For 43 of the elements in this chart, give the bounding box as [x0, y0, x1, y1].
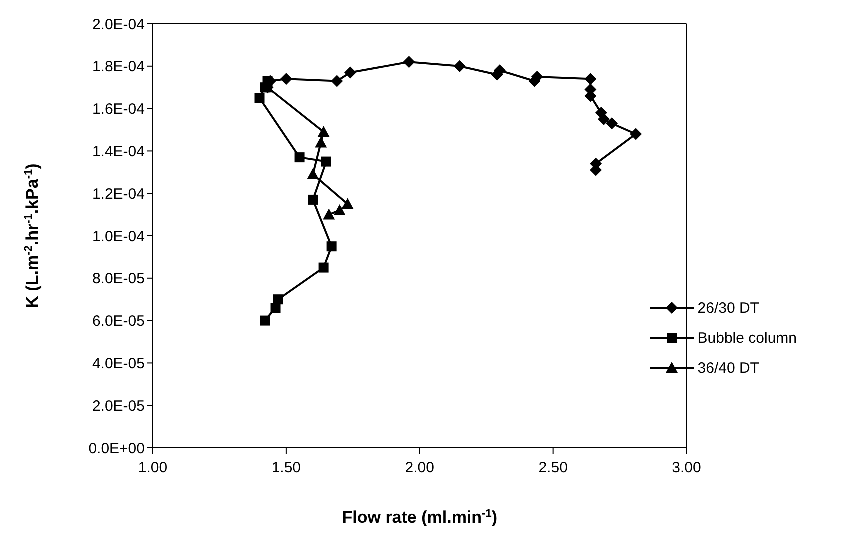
- y-tick-label: 8.0E-05: [92, 270, 145, 288]
- point: [606, 118, 618, 130]
- point: [318, 126, 330, 138]
- y-tick-label: 6.0E-05: [92, 313, 145, 330]
- point: [630, 128, 642, 140]
- legend-label: 26/30 DT: [698, 300, 760, 316]
- point: [273, 294, 284, 305]
- point: [326, 242, 337, 252]
- y-tick-label: 1.2E-04: [92, 186, 145, 203]
- point: [344, 66, 356, 79]
- x-tick-label: 3.00: [672, 460, 702, 477]
- point: [342, 198, 354, 210]
- x-tick-label: 2.00: [405, 460, 434, 477]
- legend-label: Bubble column: [698, 330, 797, 346]
- point: [260, 316, 270, 326]
- point: [308, 194, 318, 205]
- point: [454, 60, 466, 72]
- y-tick-label: 2.0E-05: [92, 398, 145, 415]
- point: [334, 204, 346, 216]
- point: [598, 113, 610, 126]
- point: [280, 73, 292, 86]
- y-tick-label: 1.6E-04: [92, 101, 145, 118]
- point: [403, 56, 416, 68]
- y-tick-label: 2.0E-04: [92, 16, 145, 34]
- x-tick-label: 1.00: [138, 460, 168, 477]
- y-tick-label: 1.0E-04: [92, 228, 145, 246]
- x-tick-label: 1.50: [272, 460, 302, 477]
- point: [294, 152, 305, 163]
- point: [307, 168, 320, 180]
- y-tick-label: 1.8E-04: [92, 58, 145, 76]
- point: [254, 93, 265, 104]
- x-tick-label: 2.50: [538, 460, 568, 477]
- point: [584, 73, 597, 86]
- y-tick-label: 1.4E-04: [92, 144, 145, 161]
- point: [315, 136, 328, 148]
- legend-label: 36/40 DT: [698, 360, 760, 376]
- y-tick-label: 0.0E+00: [88, 440, 145, 458]
- y-tick-label: 4.0E-05: [92, 356, 145, 373]
- point: [323, 208, 336, 220]
- point: [321, 156, 332, 167]
- x-axis-title: Flow rate (ml.min$^{-1}$): [342, 508, 498, 527]
- point: [331, 75, 344, 88]
- point: [318, 262, 329, 273]
